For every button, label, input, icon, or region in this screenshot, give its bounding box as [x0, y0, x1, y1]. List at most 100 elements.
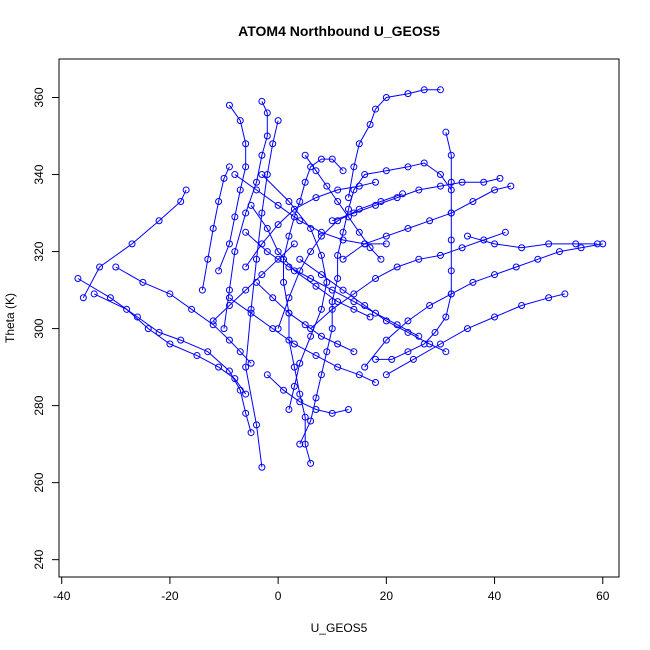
y-tick-label: 360: [32, 87, 46, 107]
data-point: [312, 405, 320, 413]
data-point: [317, 371, 325, 379]
data-point: [215, 363, 223, 371]
data-point: [307, 459, 315, 467]
data-point: [545, 294, 553, 302]
data-point: [447, 178, 455, 186]
data-point: [242, 209, 250, 217]
data-point: [317, 305, 325, 313]
data-series: [263, 371, 352, 417]
data-point: [236, 348, 244, 356]
data-point: [290, 267, 298, 275]
data-point: [355, 182, 363, 190]
data-point: [133, 313, 141, 321]
data-series: [382, 290, 569, 379]
data-point: [350, 348, 358, 356]
data-point: [296, 440, 304, 448]
x-tick-label: 40: [488, 589, 502, 603]
data-point: [436, 182, 444, 190]
data-point: [339, 167, 347, 175]
data-point: [382, 317, 390, 325]
data-point: [426, 340, 434, 348]
series-line: [375, 132, 452, 360]
data-point: [323, 182, 331, 190]
data-series: [464, 232, 601, 252]
data-point: [382, 94, 390, 102]
data-point: [166, 340, 174, 348]
data-point: [491, 186, 499, 194]
series-line: [218, 104, 247, 271]
y-tick-label: 340: [32, 164, 46, 184]
data-point: [139, 278, 147, 286]
data-series: [215, 101, 250, 275]
data-series: [247, 201, 374, 321]
data-point: [355, 205, 363, 213]
data-point: [312, 167, 320, 175]
data-point: [280, 278, 288, 286]
data-point: [480, 178, 488, 186]
data-point: [399, 190, 407, 198]
x-tick-label: -20: [161, 589, 179, 603]
data-point: [382, 371, 390, 379]
data-point: [507, 182, 515, 190]
data-series: [242, 178, 380, 271]
series-line: [283, 158, 344, 464]
data-point: [258, 151, 266, 159]
data-point: [317, 155, 325, 163]
data-series: [242, 117, 282, 471]
series-line: [77, 278, 252, 433]
data-point: [404, 317, 412, 325]
data-series: [372, 128, 455, 363]
data-series: [328, 174, 504, 225]
data-point: [436, 251, 444, 259]
data-point: [447, 290, 455, 298]
plot-area-border: [58, 58, 620, 578]
data-point: [79, 294, 87, 302]
data-series: [198, 163, 233, 294]
data-point: [426, 301, 434, 309]
y-axis-label: Theta (K): [3, 293, 17, 343]
data-point: [350, 290, 358, 298]
data-point: [247, 429, 255, 437]
data-point: [236, 186, 244, 194]
data-point: [382, 167, 390, 175]
data-point: [350, 209, 358, 217]
data-point: [366, 244, 374, 252]
data-point: [317, 228, 325, 236]
data-point: [328, 325, 336, 333]
series-line: [234, 174, 387, 245]
data-point: [128, 240, 136, 248]
data-point: [280, 386, 288, 394]
data-point: [242, 263, 250, 271]
data-point: [274, 117, 282, 125]
data-point: [74, 275, 82, 283]
data-point: [599, 240, 607, 248]
data-point: [404, 328, 412, 336]
data-point: [328, 305, 336, 313]
x-tick-label: 60: [596, 589, 610, 603]
data-point: [377, 197, 385, 205]
data-point: [252, 255, 260, 263]
data-point: [225, 367, 233, 375]
data-point: [317, 271, 325, 279]
data-point: [285, 405, 293, 413]
data-point: [263, 132, 271, 140]
data-point: [334, 186, 342, 194]
data-point: [242, 163, 250, 171]
data-point: [290, 240, 298, 248]
data-point: [296, 267, 304, 275]
x-axis: -40 -20 0 20 40 60: [53, 576, 610, 603]
data-point: [209, 224, 217, 232]
data-point: [464, 325, 472, 333]
series-line: [299, 258, 447, 353]
data-point: [225, 240, 233, 248]
data-point: [177, 336, 185, 344]
series-line: [386, 293, 566, 376]
data-point: [328, 217, 336, 225]
data-series: [90, 290, 250, 398]
data-point: [317, 332, 325, 340]
data-point: [355, 371, 363, 379]
data-point: [144, 325, 152, 333]
data-point: [301, 321, 309, 329]
y-tick-label: 260: [32, 472, 46, 492]
